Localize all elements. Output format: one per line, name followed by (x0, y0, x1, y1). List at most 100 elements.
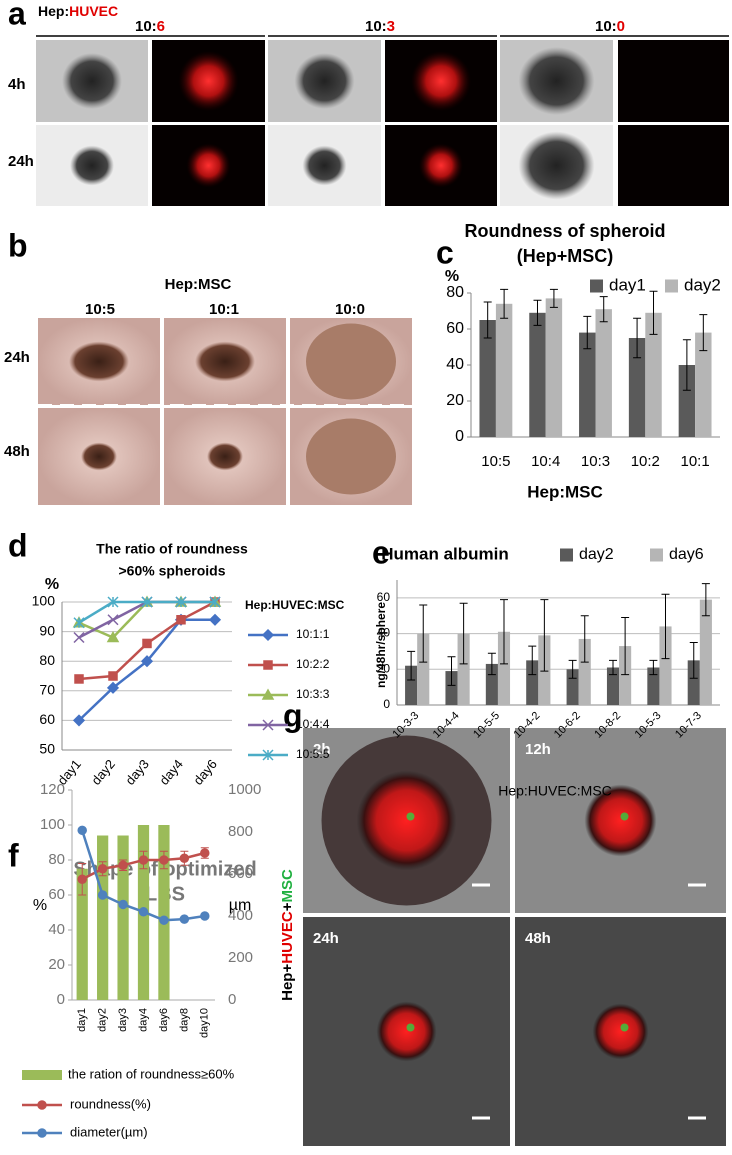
side-label-part: HUVEC (279, 911, 296, 964)
bar (495, 303, 513, 437)
marker (73, 617, 85, 629)
y-tick-label: 120 (40, 781, 65, 798)
spheroid (592, 1003, 649, 1060)
row-label: 24h (8, 153, 34, 170)
bar (117, 835, 129, 1000)
spheroid (69, 341, 129, 382)
spheroid (518, 131, 595, 200)
bar (76, 868, 88, 1000)
chart-title: The ratio of roundness (96, 541, 248, 557)
msc-signal (406, 812, 415, 821)
fluorescent-signal (411, 51, 471, 111)
fluorescence-image (618, 40, 729, 122)
error-bar (540, 599, 549, 672)
x-tick-label: day1 (76, 1008, 88, 1032)
y-tick-label: 20 (446, 392, 464, 409)
chart-title: Human albumin (381, 544, 509, 563)
marker (159, 915, 169, 925)
y-tick-label: 60 (39, 711, 55, 727)
column-label: 10:1 (209, 301, 239, 318)
legend-label: 10:4:4 (296, 717, 330, 731)
ratio: 10: (595, 18, 617, 35)
row-label: 4h (8, 76, 26, 93)
spheroid (81, 442, 117, 471)
msc-signal (620, 812, 629, 821)
fluorescent-signal (186, 143, 231, 188)
error-bar (661, 593, 670, 660)
bar (687, 660, 700, 705)
y-tick-label: 90 (39, 622, 55, 638)
marker (37, 1100, 47, 1110)
image-label: 24h (313, 930, 339, 947)
legend-swatch (650, 548, 663, 562)
image-label: 48h (525, 930, 551, 947)
marker (140, 655, 154, 668)
bar (647, 667, 660, 705)
marker (262, 719, 274, 731)
bar (578, 638, 591, 705)
marker (263, 660, 273, 670)
chart-title: (Hep+MSC) (517, 246, 614, 266)
bar (659, 626, 672, 705)
marker (159, 855, 169, 865)
y-tick-label: 0 (57, 991, 65, 1008)
legend-swatch (590, 279, 603, 293)
bar (457, 633, 470, 705)
side-label-part: + (279, 902, 296, 911)
marker (106, 681, 120, 694)
marker (77, 825, 87, 836)
y-tick-label: 0 (455, 428, 464, 445)
error-bar (699, 314, 708, 352)
bar (97, 835, 109, 1000)
y-tick-label: 20 (377, 661, 391, 675)
panel-letter: d (8, 527, 28, 563)
marker (142, 638, 152, 649)
bar (445, 671, 458, 705)
y-tick-label: 40 (48, 921, 65, 938)
spheroid (584, 784, 657, 857)
y-axis-title: ng/48hr/sphere (374, 602, 388, 688)
y2-unit: µm (229, 897, 252, 914)
marker (108, 671, 118, 681)
marker (261, 628, 275, 642)
y-tick-label: 0 (383, 697, 390, 711)
msc-signal (406, 1023, 415, 1032)
x-tick-label: 10:1 (680, 453, 709, 470)
bar (606, 667, 620, 705)
spheroid (306, 323, 396, 400)
ratio: 10: (135, 18, 157, 35)
x-tick-label: day8 (178, 1008, 190, 1032)
x-tick-label: day6 (158, 1008, 170, 1032)
error-bar (649, 659, 658, 676)
marker (107, 614, 119, 626)
spheroid (294, 53, 355, 109)
bar (405, 665, 418, 705)
row-label: 48h (4, 443, 30, 460)
marker (118, 860, 128, 870)
column-label: 10:0 (335, 301, 365, 318)
row-label: 24h (4, 349, 30, 366)
column-label: 10:5 (85, 301, 115, 318)
marker (262, 749, 274, 761)
y-tick-label: 60 (446, 320, 464, 337)
image-label: 2h (313, 741, 331, 758)
error-bar (487, 652, 496, 676)
bar (619, 646, 632, 705)
error-bar (583, 315, 592, 350)
legend-title: Hep:HUVEC:MSC (245, 598, 345, 612)
y2-tick-label: 600 (228, 865, 253, 882)
marker (200, 848, 210, 858)
x-axis-title: Hep:HUVEC:MSC (498, 783, 612, 799)
y2-tick-label: 200 (228, 949, 253, 966)
legend-label: day1 (609, 275, 646, 294)
y-tick-label: 50 (39, 741, 55, 757)
bar (479, 320, 496, 437)
legend-label: the ration of roundness≥60% (68, 1066, 235, 1081)
marker (209, 596, 221, 608)
legend-swatch (560, 548, 573, 562)
legend-label: diameter(µm) (70, 1124, 148, 1139)
legend-swatch (665, 279, 678, 293)
error-bar (549, 288, 558, 308)
marker (179, 853, 190, 863)
